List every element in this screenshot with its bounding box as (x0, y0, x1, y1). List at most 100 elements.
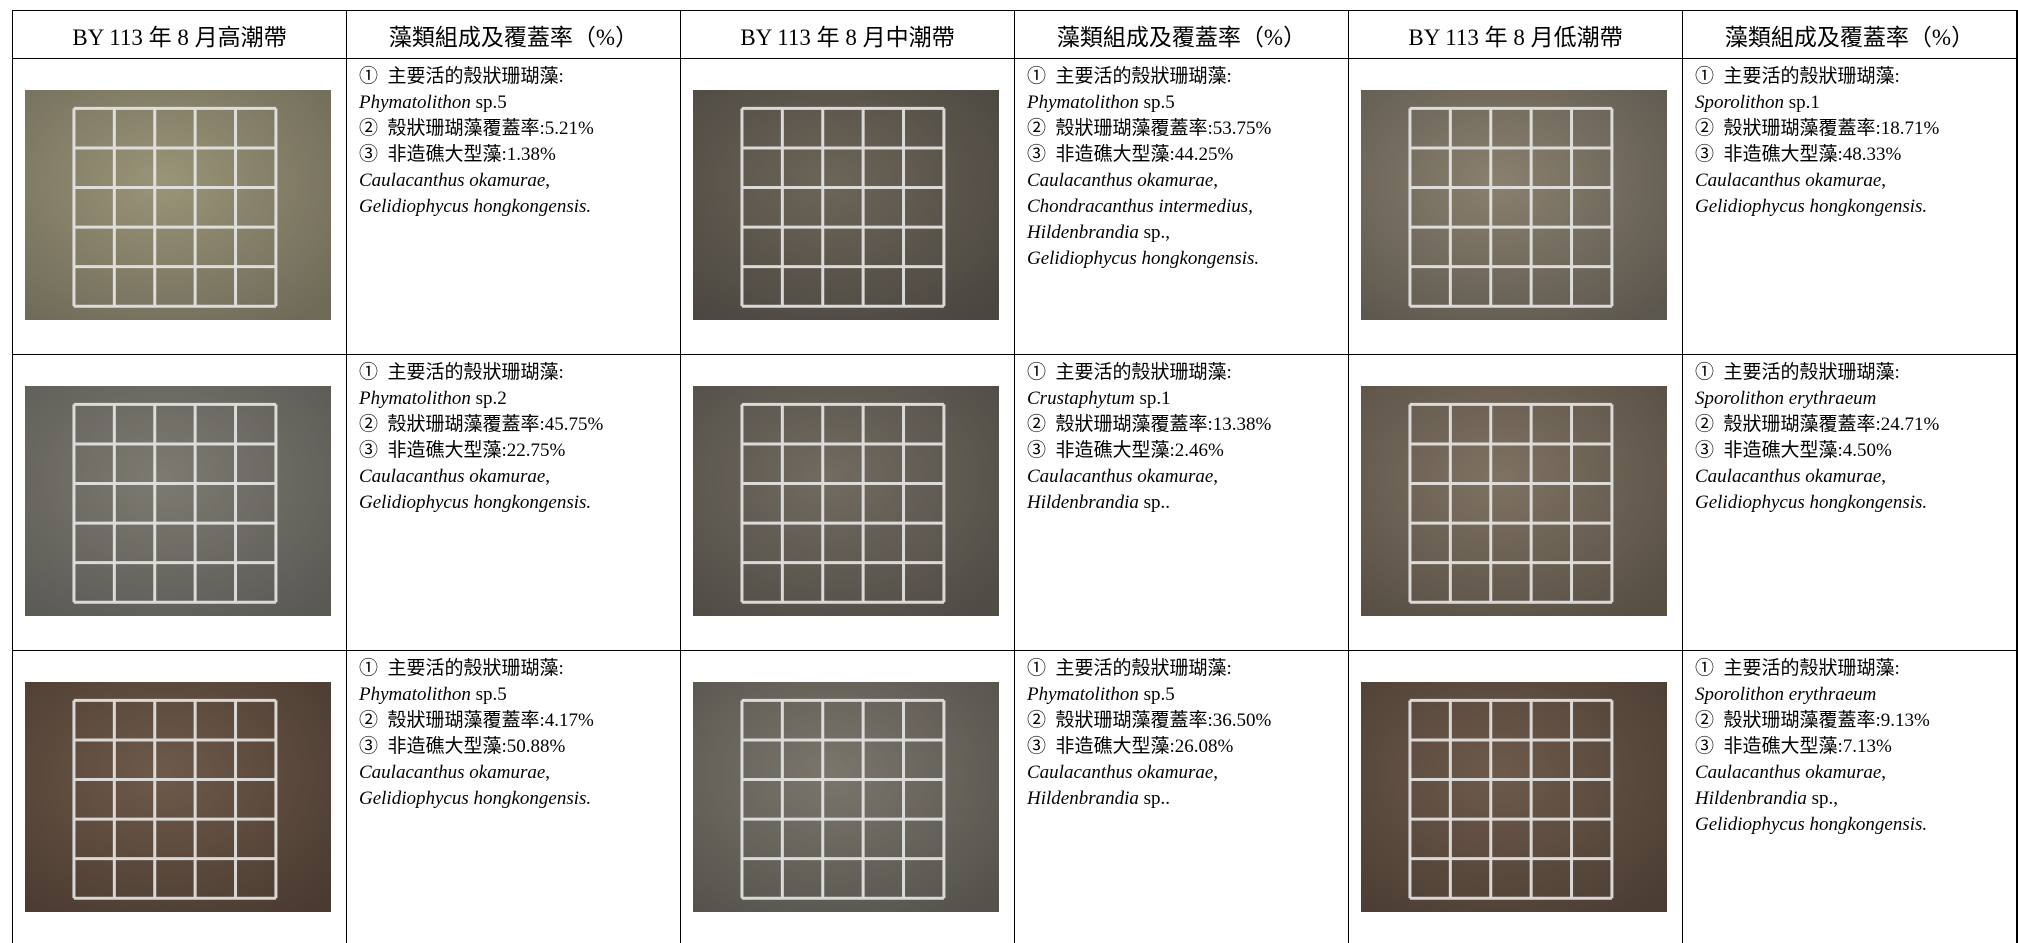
species-name: Hildenbrandia (1027, 492, 1139, 513)
text: sp.2 (470, 388, 507, 409)
text-line: ② 殼狀珊瑚藻覆蓋率:24.71% (1695, 412, 2016, 438)
text: ① 主要活的殼狀珊瑚藻: (359, 362, 564, 383)
text: , (545, 170, 551, 191)
species-name: Gelidiophycus hongkongensis. (1695, 814, 1928, 835)
text: , (1213, 170, 1219, 191)
composition-cell: ① 主要活的殼狀珊瑚藻: Sporolithon erythraeum ② 殼狀珊瑚… (1682, 354, 2016, 943)
text-line: Hildenbrandia sp., (1695, 786, 2016, 812)
text: ① 主要活的殼狀珊瑚藻: (1027, 66, 1232, 87)
text: sp.5 (1138, 684, 1175, 705)
text-line: ② 殼狀珊瑚藻覆蓋率:4.17% (359, 708, 680, 734)
species-name: Caulacanthus okamurae (1695, 762, 1882, 783)
header-cell: 藻類組成及覆蓋率（%） (346, 10, 680, 58)
text-line: Caulacanthus okamurae, (359, 760, 680, 786)
text-line: ① 主要活的殼狀珊瑚藻: (359, 360, 680, 386)
text-line: Phymatolithon sp.5 (1027, 90, 1348, 116)
text-line: Gelidiophycus hongkongensis. (359, 786, 680, 812)
text-line: ① 主要活的殼狀珊瑚藻: (1695, 656, 2016, 682)
text-line: Sporolithon erythraeum (1695, 682, 2016, 708)
species-name: Phymatolithon (1027, 92, 1139, 113)
text: sp.. (1138, 788, 1171, 809)
species-name: Hildenbrandia (1695, 788, 1807, 809)
text-line: ② 殼狀珊瑚藻覆蓋率:5.21% (359, 116, 680, 142)
text: sp.5 (470, 684, 507, 705)
text: ① 主要活的殼狀珊瑚藻: (1695, 658, 1900, 679)
text: ① 主要活的殼狀珊瑚藻: (1695, 362, 1900, 383)
composition-cell: ① 主要活的殼狀珊瑚藻: Phymatolithon sp.5 ② 殼狀珊瑚藻覆蓋率… (346, 58, 680, 943)
text-line: Chondracanthus intermedius, (1027, 194, 1348, 220)
text-line: ① 主要活的殼狀珊瑚藻: (1027, 656, 1348, 682)
quadrat-photo (1361, 386, 1667, 616)
text: , (545, 762, 551, 783)
species-name: Caulacanthus okamurae (1027, 170, 1214, 191)
composition-cell: ① 主要活的殼狀珊瑚藻: Sporolithon sp.1 ② 殼狀珊瑚藻覆蓋率:1… (1682, 58, 2016, 943)
species-name: Gelidiophycus hongkongensis. (359, 196, 592, 217)
header-cell: BY 113 年 8 月低潮帶 (1348, 10, 1682, 58)
species-name: Sporolithon erythraeum (1695, 684, 1877, 705)
text-line: Sporolithon erythraeum (1695, 386, 2016, 412)
text: , (1881, 762, 1887, 783)
header-cell: 藻類組成及覆蓋率（%） (1014, 10, 1348, 58)
text: ② 殼狀珊瑚藻覆蓋率:4.17% (359, 710, 594, 731)
text-line: Caulacanthus okamurae, (1695, 760, 2016, 786)
text-line: Hildenbrandia sp.. (1027, 786, 1348, 812)
text-line: Sporolithon sp.1 (1695, 90, 2016, 116)
text: sp.1 (1784, 92, 1820, 113)
text: ③ 非造礁大型藻:7.13% (1695, 736, 1892, 757)
text: ② 殼狀珊瑚藻覆蓋率:45.75% (359, 414, 604, 435)
text: ③ 非造礁大型藻:1.38% (359, 144, 556, 165)
species-name: Caulacanthus okamurae (359, 762, 546, 783)
text: ① 主要活的殼狀珊瑚藻: (359, 66, 564, 87)
text-line: ③ 非造礁大型藻:44.25% (1027, 142, 1348, 168)
text-line: ③ 非造礁大型藻:4.50% (1695, 438, 2016, 464)
composition-cell: ① 主要活的殼狀珊瑚藻: Phymatolithon sp.5 ② 殼狀珊瑚藻覆蓋率… (346, 650, 680, 943)
text-line: Gelidiophycus hongkongensis. (359, 194, 680, 220)
photo-cell (680, 650, 1014, 943)
table-border (2016, 10, 2018, 943)
text: , (1881, 170, 1887, 191)
text-line: Gelidiophycus hongkongensis. (1695, 490, 2016, 516)
text-line: Caulacanthus okamurae, (1027, 760, 1348, 786)
text-line: ③ 非造礁大型藻:7.13% (1695, 734, 2016, 760)
composition-cell: ① 主要活的殼狀珊瑚藻: Phymatolithon sp.5 ② 殼狀珊瑚藻覆蓋率… (1014, 650, 1348, 943)
text-line: Phymatolithon sp.5 (359, 682, 680, 708)
text-line: ③ 非造礁大型藻:22.75% (359, 438, 680, 464)
text: sp.. (1138, 492, 1171, 513)
photo-cell (680, 354, 1014, 943)
quadrat-photo (25, 386, 331, 616)
composition-cell: ① 主要活的殼狀珊瑚藻: Phymatolithon sp.2 ② 殼狀珊瑚藻覆蓋率… (346, 354, 680, 943)
text-line: Hildenbrandia sp., (1027, 220, 1348, 246)
species-name: Gelidiophycus hongkongensis. (1027, 248, 1260, 269)
text-line: ① 主要活的殼狀珊瑚藻: (1027, 64, 1348, 90)
species-name: Caulacanthus okamurae (1695, 170, 1882, 191)
text: ③ 非造礁大型藻:50.88% (359, 736, 566, 757)
text: ② 殼狀珊瑚藻覆蓋率:13.38% (1027, 414, 1272, 435)
text: ② 殼狀珊瑚藻覆蓋率:9.13% (1695, 710, 1930, 731)
text-line: ③ 非造礁大型藻:50.88% (359, 734, 680, 760)
text: , (1213, 762, 1219, 783)
species-name: Gelidiophycus hongkongensis. (359, 492, 592, 513)
composition-cell: ① 主要活的殼狀珊瑚藻: Sporolithon erythraeum ② 殼狀珊瑚… (1682, 650, 2016, 943)
header-cell: BY 113 年 8 月高潮帶 (12, 10, 346, 58)
text-line: ① 主要活的殼狀珊瑚藻: (1695, 360, 2016, 386)
text-line: ② 殼狀珊瑚藻覆蓋率:53.75% (1027, 116, 1348, 142)
species-name: Phymatolithon (359, 388, 471, 409)
photo-cell (12, 650, 346, 943)
species-name: Gelidiophycus hongkongensis. (1695, 492, 1928, 513)
text: ③ 非造礁大型藻:4.50% (1695, 440, 1892, 461)
text-line: ① 主要活的殼狀珊瑚藻: (1695, 64, 2016, 90)
quadrat-photo (693, 386, 999, 616)
text: ① 主要活的殼狀珊瑚藻: (1027, 658, 1232, 679)
text-line: ① 主要活的殼狀珊瑚藻: (1027, 360, 1348, 386)
text-line: ① 主要活的殼狀珊瑚藻: (359, 656, 680, 682)
text: ① 主要活的殼狀珊瑚藻: (1027, 362, 1232, 383)
text-line: Caulacanthus okamurae, (359, 464, 680, 490)
text-line: Caulacanthus okamurae, (1027, 168, 1348, 194)
text: sp.5 (470, 92, 507, 113)
text: ② 殼狀珊瑚藻覆蓋率:53.75% (1027, 118, 1272, 139)
header-cell: 藻類組成及覆蓋率（%） (1682, 10, 2016, 58)
quadrat-photo (1361, 90, 1667, 320)
species-name: Phymatolithon (359, 684, 471, 705)
quadrat-photo (25, 90, 331, 320)
text-line: ② 殼狀珊瑚藻覆蓋率:45.75% (359, 412, 680, 438)
